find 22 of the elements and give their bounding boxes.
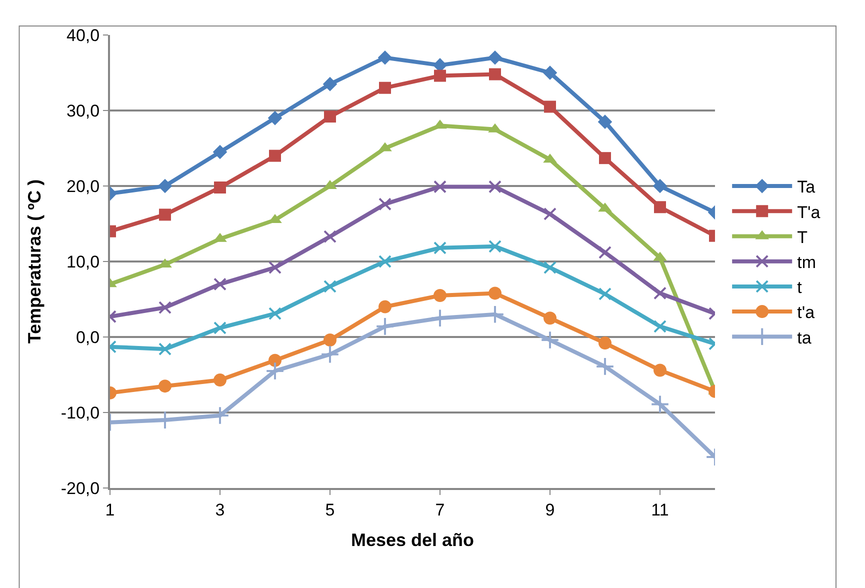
y-tick-label: 40,0 (66, 26, 100, 45)
legend-label: t (797, 278, 802, 298)
legend-label: tm (797, 252, 816, 272)
x-tick-label: 9 (545, 500, 555, 520)
x-tick-label: 5 (325, 500, 335, 520)
x-tick-label: 11 (651, 500, 669, 520)
y-tick-label: 0,0 (76, 328, 100, 347)
y-tick-label: 10,0 (66, 252, 100, 272)
y-tick-label: -20,0 (60, 478, 100, 498)
x-tick-label: 7 (435, 500, 445, 520)
x-tick-label: 3 (215, 500, 225, 520)
x-axis-title: Meses del año (350, 530, 474, 550)
legend-label: T (797, 228, 808, 247)
y-tick-label: 20,0 (66, 176, 100, 196)
legend-label: t'a (797, 303, 816, 322)
y-axis-title: Temperaturas ( ºC ) (24, 179, 45, 344)
y-tick-label: 30,0 (66, 101, 100, 120)
y-tick-label: -10,0 (60, 403, 100, 422)
legend-label: Ta (797, 178, 816, 197)
legend-label: T'a (797, 202, 821, 222)
x-tick-label: 1 (105, 500, 115, 520)
legend-label: ta (797, 328, 812, 348)
